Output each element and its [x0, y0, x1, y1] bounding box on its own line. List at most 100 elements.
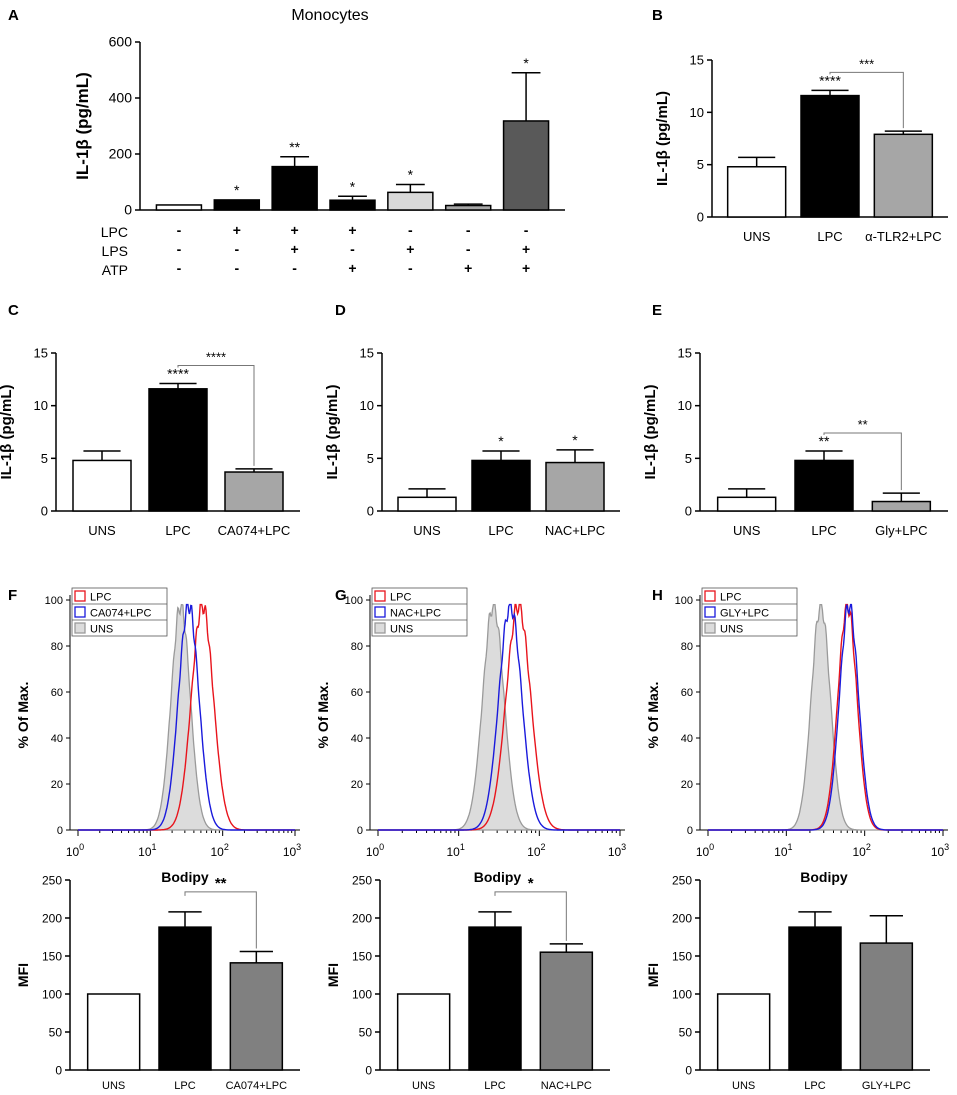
bar: [859, 942, 914, 1071]
bar: [873, 133, 934, 218]
treatment-sign: +: [406, 241, 414, 257]
treatment-sign: -: [466, 241, 471, 257]
y-tick-label: 50: [679, 1026, 693, 1040]
significance-bracket: [823, 432, 902, 491]
y-tick-label: 0: [365, 1064, 372, 1078]
category-label: CA074+LPC: [226, 1080, 288, 1092]
series-uns: [708, 603, 943, 831]
y-tick-label: 0: [57, 825, 63, 837]
category-label: LPC: [174, 1080, 195, 1092]
series-uns: [78, 603, 295, 831]
category-label: LPC: [484, 1080, 505, 1092]
bar: [72, 459, 132, 512]
y-tick-label: 250: [352, 874, 372, 888]
x-axis-label: Bodipy: [800, 869, 848, 885]
bar: [148, 388, 208, 512]
y-tick-label: 150: [42, 950, 62, 964]
significance-label: ****: [819, 72, 841, 88]
y-tick-label: 40: [51, 733, 63, 745]
y-tick-label: 200: [42, 912, 62, 926]
y-tick-label: 0: [55, 1064, 62, 1078]
chart-g: 0 20 40 60 80 100 100 101 102 103 Bodipy % Of Max. L…: [315, 587, 626, 885]
y-tick-label: 100: [352, 988, 372, 1002]
category-label: LPC: [817, 229, 842, 244]
x-tick-label: 103: [283, 842, 301, 859]
y-tick-label: 400: [109, 90, 133, 106]
y-tick-label: 100: [42, 988, 62, 1002]
y-tick-label: 0: [367, 504, 374, 519]
series-ca074-lpc: [78, 603, 295, 831]
bar: [468, 926, 522, 1071]
y-tick-label: 5: [685, 451, 692, 466]
treatment-sign: -: [408, 260, 413, 276]
y-tick-label: 100: [45, 595, 63, 607]
treatment-sign: +: [291, 241, 299, 257]
treatment-sign: -: [177, 260, 182, 276]
y-axis-label: IL-1β (pg/mL): [324, 385, 341, 480]
bracket-label: *: [528, 875, 534, 892]
significance-label: *: [350, 178, 356, 194]
legend-label: UNS: [90, 624, 113, 636]
x-tick-label: 102: [527, 842, 545, 859]
y-tick-label: 250: [42, 874, 62, 888]
y-tick-label: 5: [41, 451, 48, 466]
significance-bracket: [829, 71, 904, 129]
bar: [229, 962, 284, 1071]
y-tick-label: 5: [367, 451, 374, 466]
x-tick-label: 102: [852, 842, 870, 859]
treatment-sign: -: [177, 241, 182, 257]
category-label: NAC+LPC: [545, 523, 605, 538]
x-axis-label: Bodipy: [474, 869, 522, 885]
y-tick-label: 15: [360, 346, 374, 361]
legend-swatch: [74, 590, 86, 602]
panel-letter-c: C: [8, 302, 19, 319]
y-tick-label: 5: [697, 157, 704, 172]
chart-d: 0 5 10 15 IL-1β (pg/mL) UNS * LPC * NAC+LPC: [324, 346, 620, 538]
bar: [329, 199, 376, 211]
legend-box: [71, 587, 168, 637]
y-tick-label: 250: [672, 874, 692, 888]
legend-swatch: [74, 606, 86, 618]
treatment-row-label: ATP: [102, 262, 128, 278]
legend-label: CA074+LPC: [90, 608, 152, 620]
bar: [396, 993, 451, 1071]
significance-label: ****: [167, 366, 189, 382]
significance-label: *: [408, 167, 414, 183]
category-label: UNS: [733, 523, 761, 538]
panel-letter-d: D: [335, 302, 346, 319]
y-axis-label: % Of Max.: [15, 682, 31, 749]
significance-bracket: [177, 365, 255, 466]
bar: [794, 459, 854, 512]
x-tick-label: 102: [210, 842, 228, 859]
panel-letter-f: F: [8, 587, 17, 604]
chart-c: 0 5 10 15 IL-1β (pg/mL) UNS **** LPC CA074+LPC **…: [0, 346, 300, 538]
legend-label: LPC: [720, 592, 741, 604]
y-tick-label: 100: [345, 595, 363, 607]
y-tick-label: 600: [109, 34, 133, 50]
category-label: GLY+LPC: [862, 1080, 911, 1092]
panel-letter-b: B: [652, 7, 663, 24]
treatment-sign: +: [291, 222, 299, 238]
y-tick-label: 0: [357, 825, 363, 837]
y-axis-label: % Of Max.: [315, 682, 331, 749]
bar: [224, 471, 284, 512]
x-tick-label: 100: [66, 842, 84, 859]
y-tick-label: 150: [672, 950, 692, 964]
y-tick-label: 50: [359, 1026, 373, 1040]
legend-swatch: [704, 622, 716, 634]
y-axis-label: IL-1β (pg/mL): [642, 385, 659, 480]
y-tick-label: 60: [681, 687, 693, 699]
bar: [871, 500, 932, 512]
significance-bracket: [494, 891, 567, 941]
y-tick-label: 0: [685, 504, 692, 519]
y-tick-label: 20: [681, 779, 693, 791]
y-tick-label: 15: [34, 346, 48, 361]
y-tick-label: 100: [675, 595, 693, 607]
treatment-sign: -: [466, 222, 471, 238]
panel-letter-g: G: [335, 587, 347, 604]
legend-swatch: [374, 622, 386, 634]
treatment-sign: -: [177, 222, 182, 238]
legend-swatch: [374, 606, 386, 618]
chart-b: 0 5 10 15 IL-1β (pg/mL) UNS **** LPC α-TLR2+LPC *…: [654, 53, 948, 244]
